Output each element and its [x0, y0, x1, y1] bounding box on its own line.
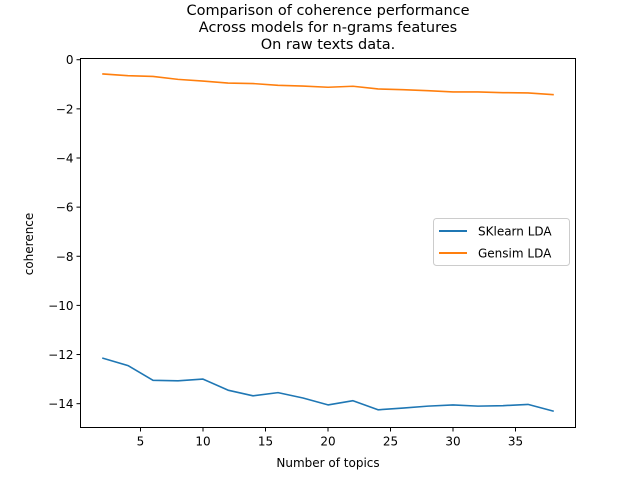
legend: SKlearn LDA Gensim LDA: [433, 218, 570, 266]
y-tick-label: −10: [48, 299, 73, 313]
y-tick-label: −6: [56, 201, 74, 215]
x-axis: 5 10 15 20 25 30 35: [137, 427, 523, 449]
y-tick-label: −8: [56, 250, 74, 264]
y-axis: 0 −2 −4 −6 −8 −10 −12 −14: [48, 53, 81, 411]
y-tick-label: −2: [56, 102, 74, 116]
legend-label-sklearn: SKlearn LDA: [478, 225, 552, 239]
chart-title-line-1: Comparison of coherence performance: [186, 3, 469, 19]
y-tick-label: −4: [56, 151, 74, 165]
y-tick-label: −14: [48, 397, 73, 411]
x-axis-label: Number of topics: [276, 456, 379, 470]
legend-box: [433, 218, 570, 266]
y-axis-label: coherence: [22, 213, 36, 276]
x-tick-label: 10: [195, 435, 210, 449]
chart-title-line-3: On raw texts data.: [261, 37, 396, 53]
chart-title-line-2: Across models for n-grams features: [199, 20, 457, 36]
x-tick-label: 5: [137, 435, 145, 449]
x-tick-label: 25: [383, 435, 398, 449]
series-line-sklearn: [102, 357, 554, 413]
plot-frame: [80, 58, 576, 428]
plot-area: [102, 73, 554, 413]
y-tick-label: −12: [48, 348, 73, 362]
x-tick-label: 15: [258, 435, 273, 449]
y-tick-label: 0: [66, 53, 74, 67]
x-tick-label: 30: [445, 435, 460, 449]
x-tick-label: 35: [508, 435, 523, 449]
x-tick-label: 20: [320, 435, 335, 449]
legend-label-gensim: Gensim LDA: [478, 247, 552, 261]
series-line-gensim: [102, 73, 554, 96]
